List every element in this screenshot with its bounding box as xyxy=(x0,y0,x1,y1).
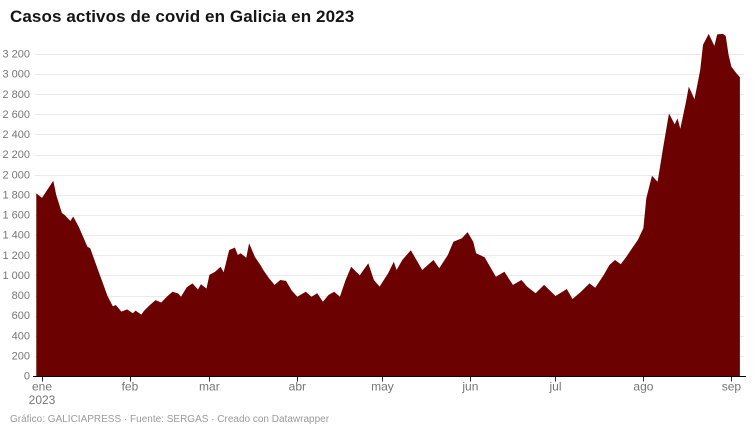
y-tick-label: 0 xyxy=(24,371,30,383)
y-tick-label: 2 600 xyxy=(2,109,30,121)
x-tick-label-may: may xyxy=(371,380,394,394)
y-axis-tick-labels: 0 200 400 600 800 1 000 1 200 1 400 1 600 1 800 2 … xyxy=(2,49,30,383)
y-tick-label: 3 200 xyxy=(2,49,30,61)
y-tick-label: 800 xyxy=(12,290,30,302)
x-tick-label-feb: feb xyxy=(122,380,139,394)
y-tick-label: 1 200 xyxy=(2,250,30,262)
x-tick-label-ago: ago xyxy=(633,380,653,394)
y-tick-label: 1 000 xyxy=(2,270,30,282)
x-tick-label-jul: jul xyxy=(548,380,561,394)
y-tick-label: 2 000 xyxy=(2,169,30,181)
covid-active-cases-area xyxy=(36,33,740,377)
y-tick-label: 3 000 xyxy=(2,69,30,81)
area-series xyxy=(36,33,740,377)
x-tick-label-abr: abr xyxy=(289,380,306,394)
x-tick-label-ene: ene xyxy=(32,380,52,394)
y-tick-label: 1 400 xyxy=(2,230,30,242)
y-tick-label: 2 400 xyxy=(2,129,30,141)
chart-footer-attribution: Gráfico: GALICIAPRESS · Fuente: SERGAS ·… xyxy=(10,414,330,425)
y-tick-label: 400 xyxy=(12,330,30,342)
y-tick-label: 600 xyxy=(12,310,30,322)
y-tick-label: 2 200 xyxy=(2,149,30,161)
x-axis-ticks xyxy=(42,377,732,382)
chart-title: Casos activos de covid en Galicia en 202… xyxy=(10,7,355,26)
x-tick-label-jun: jun xyxy=(461,380,478,394)
y-tick-label: 1 600 xyxy=(2,210,30,222)
x-tick-label-mar: mar xyxy=(199,380,220,394)
x-tick-sublabel-year: 2023 xyxy=(29,393,56,407)
y-tick-label: 200 xyxy=(12,350,30,362)
y-tick-label: 2 800 xyxy=(2,89,30,101)
y-tick-label: 1 800 xyxy=(2,189,30,201)
x-tick-label-sep: sep xyxy=(722,380,742,394)
